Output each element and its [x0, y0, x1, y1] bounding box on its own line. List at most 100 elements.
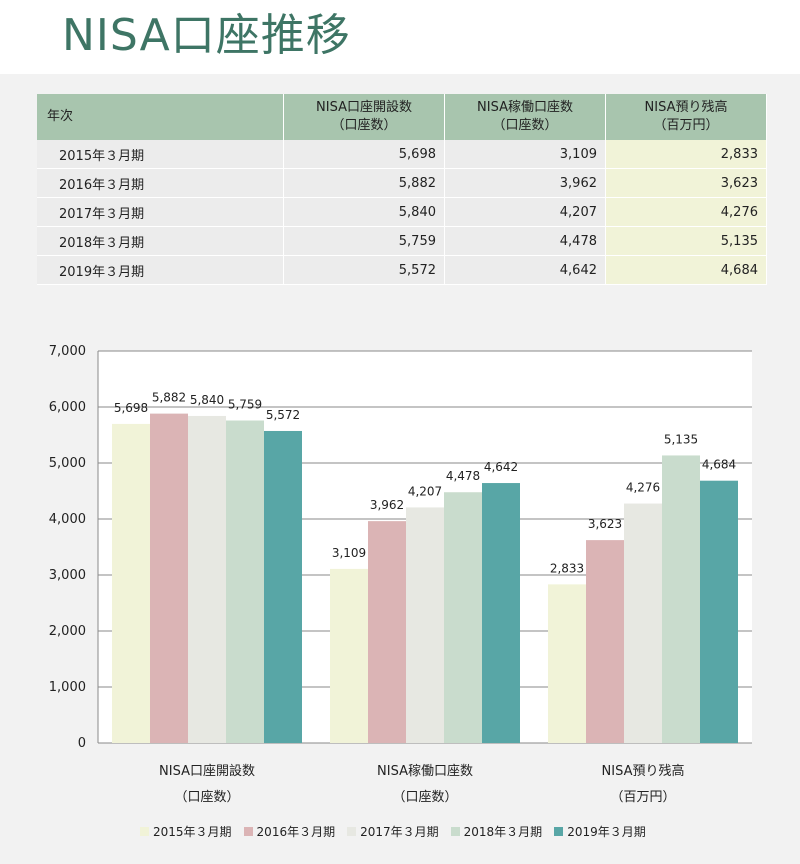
bar [150, 413, 188, 743]
data-label: 5,882 [152, 391, 186, 405]
table-row: 2015年３月期 5,698 3,109 2,833 [37, 140, 767, 169]
header-balance: NISA預り残高 （百万円） [605, 94, 767, 140]
bar [624, 503, 662, 743]
legend-item: 2015年３月期 [140, 823, 232, 840]
bar [188, 415, 226, 743]
cell-year: 2015年３月期 [37, 140, 284, 169]
header-accounts-opened: NISA口座開設数 （口座数） [283, 94, 445, 140]
nisa-data-table: 年次 NISA口座開設数 （口座数） NISA稼働口座数 （口座数） NISA預… [37, 94, 767, 285]
table-header-row: 年次 NISA口座開設数 （口座数） NISA稼働口座数 （口座数） NISA預… [37, 94, 767, 140]
y-tick-label: 6,000 [49, 400, 86, 415]
data-label: 3,623 [588, 517, 622, 531]
data-label: 4,642 [484, 460, 518, 474]
legend-swatch [554, 827, 564, 836]
data-label: 3,109 [332, 546, 366, 560]
bar [548, 584, 586, 743]
cell-accounts-opened: 5,882 [283, 168, 445, 198]
y-tick-label: 4,000 [49, 512, 86, 527]
y-tick-label: 2,000 [49, 624, 86, 639]
bar [264, 430, 302, 743]
bar [700, 480, 738, 743]
legend-label: 2019年３月期 [567, 825, 646, 839]
cell-active-accounts: 4,207 [444, 197, 606, 227]
data-label: 5,698 [114, 401, 148, 415]
data-label: 4,478 [446, 469, 480, 483]
title-bar: NISA口座推移 [0, 0, 800, 74]
legend-label: 2017年３月期 [360, 825, 439, 839]
cell-year: 2016年３月期 [37, 168, 284, 198]
category-sublabel: （口座数） [392, 790, 457, 805]
legend-swatch [347, 827, 357, 836]
legend-label: 2016年３月期 [256, 825, 336, 839]
bar [586, 540, 624, 743]
y-tick-label: 0 [78, 736, 86, 751]
bar [662, 455, 700, 743]
header-year: 年次 [37, 94, 284, 140]
header-active-accounts-line1: NISA稼働口座数 [477, 100, 573, 115]
y-tick-label: 5,000 [49, 456, 86, 471]
table-row: 2019年３月期 5,572 4,642 4,684 [37, 255, 767, 285]
cell-year: 2019年３月期 [37, 255, 284, 285]
cell-balance: 4,684 [605, 255, 767, 285]
y-tick-label: 1,000 [49, 680, 86, 695]
bar [112, 423, 150, 743]
legend-swatch [243, 827, 253, 836]
legend-item: 2016年３月期 [243, 823, 336, 840]
data-label: 4,276 [626, 481, 660, 495]
chart-legend: 2015年３月期 2016年３月期 2017年３月期 2018年３月期 2019年３月期 [140, 823, 646, 840]
legend-label: 2018年３月期 [463, 825, 543, 839]
data-label: 4,207 [408, 484, 442, 498]
cell-active-accounts: 4,642 [444, 255, 606, 285]
data-label: 2,833 [550, 561, 584, 575]
bar [226, 420, 264, 743]
header-balance-line2: （百万円） [653, 118, 719, 133]
cell-active-accounts: 4,478 [444, 226, 606, 256]
data-label: 3,962 [370, 498, 404, 512]
cell-balance: 4,276 [605, 197, 767, 227]
cell-balance: 2,833 [605, 140, 767, 169]
legend-swatch [450, 827, 460, 836]
data-label: 5,572 [266, 408, 300, 422]
bar [406, 507, 444, 743]
category-sublabel: （口座数） [174, 790, 239, 805]
data-label: 4,684 [702, 458, 736, 472]
header-year-label: 年次 [47, 109, 74, 124]
cell-balance: 3,623 [605, 168, 767, 198]
legend-item: 2017年３月期 [347, 823, 439, 840]
cell-year: 2017年３月期 [37, 197, 284, 227]
bar [482, 483, 520, 743]
legend-item: 2018年３月期 [450, 823, 543, 840]
table-row: 2018年３月期 5,759 4,478 5,135 [37, 226, 767, 256]
header-balance-line1: NISA預り残高 [644, 100, 728, 115]
bar [330, 568, 368, 743]
data-label: 5,840 [190, 393, 224, 407]
category-label: NISA稼働口座数 [377, 764, 473, 779]
y-tick-label: 3,000 [49, 568, 86, 583]
cell-accounts-opened: 5,759 [283, 226, 445, 256]
cell-accounts-opened: 5,572 [283, 255, 445, 285]
header-active-accounts: NISA稼働口座数 （口座数） [444, 94, 606, 140]
legend-label: 2015年３月期 [153, 825, 232, 839]
category-label: NISA口座開設数 [159, 763, 255, 779]
y-tick-label: 7,000 [49, 344, 86, 359]
bar [368, 521, 406, 743]
cell-year: 2018年３月期 [37, 226, 284, 256]
data-label: 5,759 [228, 397, 262, 411]
table-row: 2017年３月期 5,840 4,207 4,276 [37, 197, 767, 227]
cell-balance: 5,135 [605, 226, 767, 256]
header-accounts-opened-line2: （口座数） [331, 118, 397, 133]
legend-swatch [140, 827, 149, 836]
category-label: NISA預り残高 [602, 763, 685, 779]
data-label: 5,135 [664, 432, 698, 446]
legend-item: 2019年３月期 [554, 823, 646, 840]
bar [444, 492, 482, 743]
category-sublabel: （百万円） [610, 790, 675, 805]
page-title: NISA口座推移 [62, 10, 351, 61]
table-row: 2016年３月期 5,882 3,962 3,623 [37, 168, 767, 198]
cell-active-accounts: 3,962 [444, 168, 606, 198]
cell-accounts-opened: 5,840 [283, 197, 445, 227]
header-accounts-opened-line1: NISA口座開設数 [316, 100, 412, 115]
cell-accounts-opened: 5,698 [283, 140, 445, 169]
header-active-accounts-line2: （口座数） [492, 118, 558, 133]
